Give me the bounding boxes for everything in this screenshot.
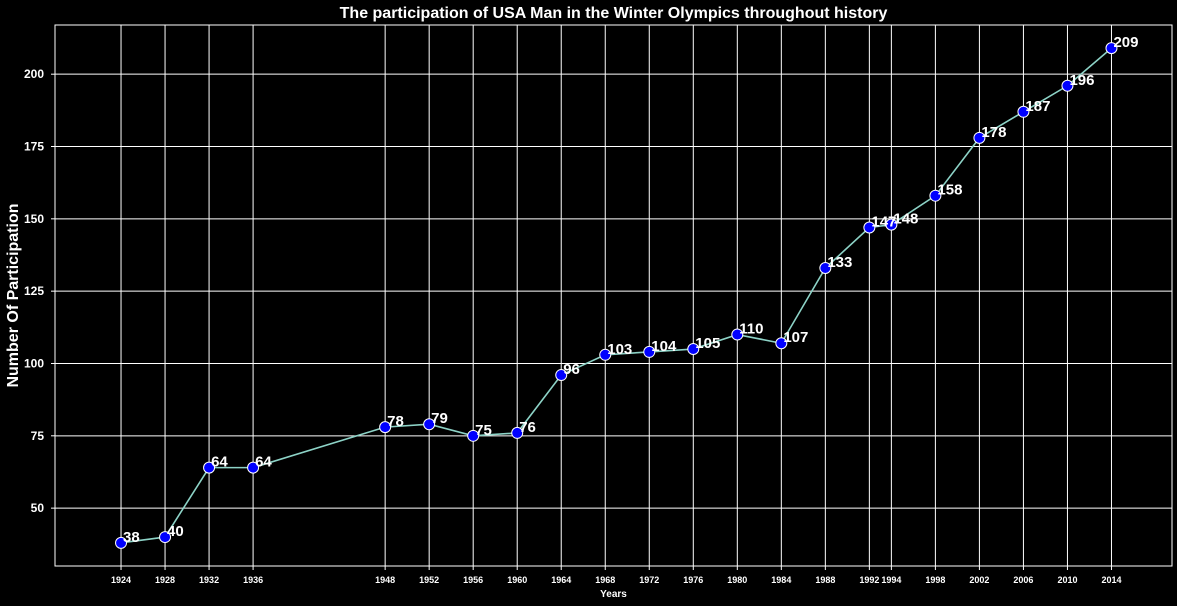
data-point (599, 348, 612, 361)
data-point (819, 262, 832, 275)
data-point (511, 426, 524, 439)
data-point (973, 131, 986, 144)
data-point (247, 461, 260, 474)
data-point (1017, 105, 1030, 118)
x-tick-labels: 1924 1928 1932 1936 1948 1952 1956 1960 1964 1968… (111, 566, 1121, 585)
x-tick-label: 1936 (243, 575, 263, 585)
x-tick-label: 1928 (155, 575, 175, 585)
data-points (115, 42, 1118, 549)
plot-frame (54, 24, 1173, 567)
x-tick-label: 1956 (463, 575, 483, 585)
x-tick-label: 1988 (815, 575, 835, 585)
data-point (929, 189, 942, 202)
y-tick-label: 125 (24, 284, 44, 298)
data-point (203, 461, 216, 474)
x-tick-label: 1960 (507, 575, 527, 585)
x-tick-label: 2010 (1057, 575, 1077, 585)
data-label: 196 (1069, 72, 1094, 89)
y-tick-label: 50 (31, 501, 45, 515)
data-label: 96 (563, 361, 580, 378)
grid-layer (55, 25, 1172, 566)
x-tick-label: 2014 (1101, 575, 1121, 585)
data-label: 133 (827, 254, 852, 271)
data-point (643, 345, 656, 358)
x-tick-label: 1952 (419, 575, 439, 585)
data-point (555, 369, 568, 382)
x-tick-label: 1984 (771, 575, 791, 585)
data-label: 75 (475, 422, 492, 439)
data-point (731, 328, 744, 341)
x-tick-label: 2002 (969, 575, 989, 585)
data-point (423, 418, 436, 431)
data-label: 209 (1113, 34, 1138, 51)
data-point (1061, 79, 1074, 92)
data-point (687, 343, 700, 356)
data-label: 187 (1025, 98, 1050, 115)
data-point (863, 221, 876, 234)
data-label: 105 (695, 335, 720, 352)
x-tick-label: 1992 (859, 575, 879, 585)
data-label: 110 (739, 321, 763, 338)
data-label: 40 (167, 523, 184, 540)
y-axis-label: Number Of Participation (5, 203, 22, 387)
chart-title: The participation of USA Man in the Wint… (340, 5, 888, 22)
y-tick-label: 150 (24, 212, 44, 226)
data-label: 178 (981, 124, 1006, 141)
data-label: 76 (519, 419, 536, 436)
x-tick-label: 1998 (925, 575, 945, 585)
data-label: 78 (387, 413, 404, 430)
x-axis-label: Years (600, 589, 627, 600)
x-tick-label: 1994 (881, 575, 901, 585)
data-point (467, 429, 480, 442)
series-line (120, 47, 1112, 544)
x-tick-label: 1976 (683, 575, 703, 585)
y-tick-label: 100 (24, 356, 44, 370)
data-label: 107 (783, 329, 808, 346)
x-tick-label: 2006 (1013, 575, 1033, 585)
data-label: 64 (211, 454, 228, 471)
data-point (775, 337, 788, 350)
x-tick-label: 1948 (375, 575, 395, 585)
y-tick-labels: 50 75 100 125 150 175 200 (24, 67, 55, 515)
y-tick-label: 175 (24, 140, 44, 154)
data-point (379, 421, 392, 434)
data-point (115, 536, 128, 549)
x-tick-label: 1964 (551, 575, 571, 585)
data-label: 104 (651, 338, 677, 355)
x-tick-label: 1968 (595, 575, 615, 585)
y-tick-label: 75 (31, 429, 45, 443)
data-label: 148 (893, 211, 918, 228)
data-label: 64 (255, 454, 272, 471)
x-tick-label: 1924 (111, 575, 131, 585)
data-label: 147 (871, 214, 896, 231)
data-label: 103 (607, 341, 632, 358)
data-label: 79 (431, 410, 448, 427)
x-tick-label: 1980 (727, 575, 747, 585)
data-point (1105, 42, 1118, 55)
y-tick-label: 200 (24, 67, 44, 81)
x-tick-label: 1972 (639, 575, 659, 585)
data-point (885, 218, 898, 231)
data-label: 38 (123, 529, 140, 546)
data-label: 158 (937, 182, 962, 199)
x-tick-label: 1932 (199, 575, 219, 585)
data-point (159, 531, 172, 544)
